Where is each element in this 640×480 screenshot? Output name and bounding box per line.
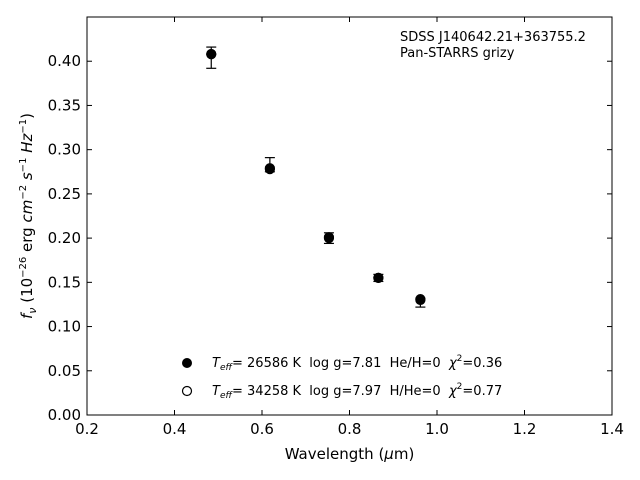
x-tick-label: 0.8 (338, 420, 362, 438)
y-tick-label: 0.35 (48, 96, 81, 114)
legend-entry-2: Teff= 34258 K log g=7.97 H/He=0 χ2=0.77 (212, 382, 502, 401)
annotation-object-name: SDSS J140642.21+363755.2 (400, 30, 586, 45)
y-tick-label: 0.00 (48, 406, 81, 424)
model-point-open (264, 163, 275, 174)
x-tick-label: 0.6 (250, 420, 274, 438)
annotation-filter-set: Pan-STARRS grizy (400, 46, 515, 61)
axis-ticks (86, 17, 613, 416)
error-bars (206, 46, 426, 308)
legend-marker-filled (182, 358, 192, 368)
model-point-open (373, 272, 384, 284)
tick-labels: 0.2 0.4 0.6 0.8 1.0 1.2 1.4 0.00 0.05 0.10 0.15 0.2… (48, 52, 624, 438)
y-tick-label: 0.25 (48, 185, 81, 203)
data-points (206, 49, 426, 306)
model-point-open (206, 49, 217, 60)
model-point-open (323, 232, 335, 243)
x-tick-label: 0.2 (75, 420, 99, 438)
x-tick-label: 1.2 (513, 420, 537, 438)
x-tick-label: 1.0 (425, 420, 449, 438)
legend: Teff= 26586 K log g=7.81 He/H=0 χ2=0.36 … (181, 354, 502, 401)
y-tick-label: 0.15 (48, 273, 81, 291)
legend-entry-1: Teff= 26586 K log g=7.81 He/H=0 χ2=0.36 (212, 354, 502, 373)
x-tick-label: 0.4 (163, 420, 187, 438)
y-tick-label: 0.30 (48, 141, 81, 159)
y-tick-label: 0.20 (48, 229, 81, 247)
y-tick-label: 0.05 (48, 362, 81, 380)
y-tick-label: 0.40 (48, 52, 81, 70)
x-tick-label: 1.4 (600, 420, 624, 438)
legend-marker-open (181, 385, 193, 397)
y-axis-label: fν (10−26 erg cm−2 s−1 Hz−1) (18, 113, 39, 319)
y-tick-label: 0.10 (48, 318, 81, 336)
model-point-open (415, 294, 426, 305)
x-axis-label: Wavelength (μm) (285, 445, 415, 463)
